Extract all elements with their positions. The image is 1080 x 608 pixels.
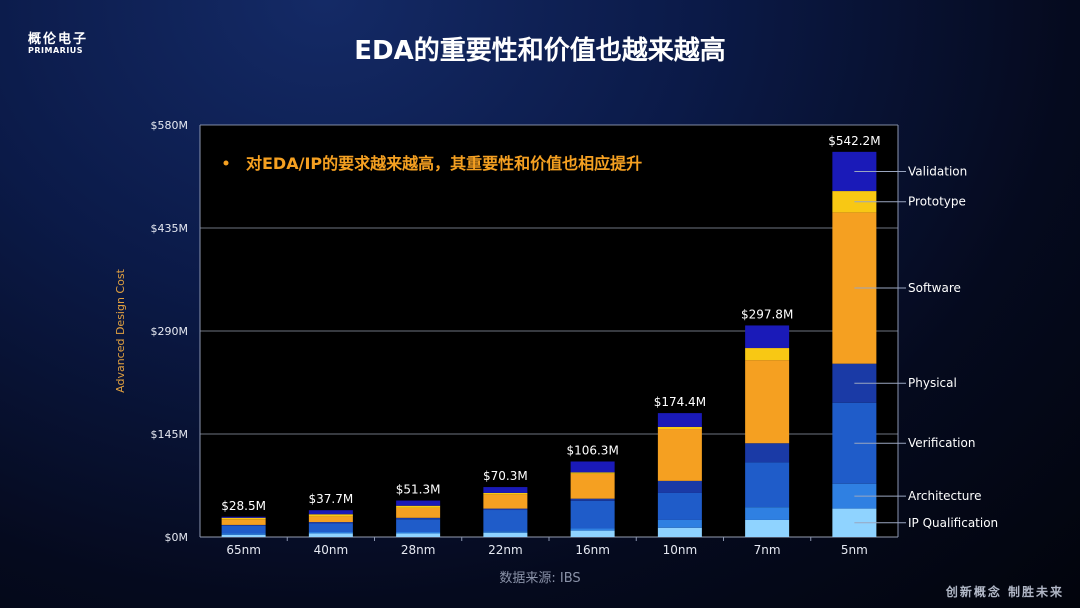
bar-segment-physical — [483, 508, 528, 511]
total-label: $297.8M — [741, 307, 793, 321]
bar-segment-validation — [570, 461, 615, 473]
x-tick-label: 40nm — [314, 543, 349, 557]
bar-segment-verification — [221, 525, 266, 534]
bar-segment-verification — [483, 510, 528, 532]
bar-segment-validation — [657, 413, 702, 427]
legend-label: Prototype — [908, 195, 966, 209]
bar-segment-verification — [308, 523, 353, 533]
y-tick-label: $290M — [151, 325, 189, 338]
bar-segment-architecture — [308, 532, 353, 534]
x-tick-label: 22nm — [488, 543, 523, 557]
bar-segment-software — [308, 516, 353, 523]
bar-segment-ip-qualification — [308, 533, 353, 537]
x-tick-label: 65nm — [226, 543, 261, 557]
bar-segment-physical — [221, 524, 266, 526]
y-tick-label: $580M — [151, 119, 189, 132]
bar-segment-software — [745, 360, 790, 444]
x-tick-label: 5nm — [841, 543, 868, 557]
total-label: $542.2M — [828, 134, 880, 148]
y-tick-label: $435M — [151, 222, 189, 235]
bar-segment-architecture — [570, 528, 615, 531]
bullet-icon — [223, 160, 229, 166]
bar-segment-architecture — [657, 519, 702, 528]
bar-segment-validation — [396, 500, 441, 506]
bar-segment-software — [483, 494, 528, 509]
bar-segment-ip-qualification — [657, 527, 702, 537]
bar-segment-physical — [570, 498, 615, 501]
y-tick-label: $145M — [151, 428, 189, 441]
bar-segment-verification — [570, 500, 615, 529]
bar-segment-physical — [657, 480, 702, 493]
bar-segment-architecture — [221, 533, 266, 535]
bar-segment-software — [221, 519, 266, 525]
bar-segment-validation — [221, 516, 266, 518]
bar-segment-ip-qualification — [570, 530, 615, 537]
x-tick-label: 28nm — [401, 543, 436, 557]
bar-segment-software — [657, 429, 702, 481]
bar-segment-prototype — [570, 472, 615, 474]
bar-segment-prototype — [745, 348, 790, 361]
bar-segment-validation — [308, 510, 353, 515]
x-tick-label: 7nm — [754, 543, 781, 557]
legend-label: Physical — [908, 376, 957, 390]
bar-segment-verification — [745, 462, 790, 508]
bar-segment-physical — [396, 517, 441, 520]
logo-cn: 概伦电子 — [28, 32, 89, 47]
bar-segment-prototype — [221, 517, 266, 520]
total-label: $28.5M — [221, 499, 266, 513]
bar-segment-prototype — [396, 505, 441, 508]
bar-segment-ip-qualification — [396, 533, 441, 537]
legend-label: Software — [908, 281, 961, 295]
bar-segment-architecture — [483, 531, 528, 533]
x-tick-label: 16nm — [575, 543, 610, 557]
bar-segment-physical — [308, 522, 353, 524]
total-label: $37.7M — [309, 492, 354, 506]
bar-segment-prototype — [657, 426, 702, 430]
bar-segment-architecture — [745, 507, 790, 520]
y-axis-label: Advanced Design Cost — [114, 268, 127, 392]
total-label: $70.3M — [483, 469, 528, 483]
bar-segment-prototype — [483, 492, 528, 495]
total-label: $51.3M — [396, 483, 441, 497]
bar-segment-ip-qualification — [745, 519, 790, 537]
bar-segment-validation — [483, 487, 528, 493]
bar-segment-validation — [745, 325, 790, 349]
data-source: 数据来源: IBS — [499, 571, 581, 586]
bar-segment-software — [396, 507, 441, 518]
slogan: 创新概念 制胜未来 — [945, 585, 1064, 599]
x-tick-label: 10nm — [663, 543, 698, 557]
bar-segment-prototype — [308, 514, 353, 517]
bar-segment-architecture — [396, 532, 441, 534]
bar-segment-physical — [745, 443, 790, 463]
legend-label: Validation — [908, 164, 967, 178]
total-label: $106.3M — [566, 443, 618, 457]
bar-segment-verification — [657, 492, 702, 520]
legend-label: Architecture — [908, 489, 981, 503]
slide-title: EDA的重要性和价值也越来越高 — [354, 36, 726, 66]
bar-segment-verification — [396, 519, 441, 533]
company-logo: 概伦电子 PRIMARIUS — [28, 28, 88, 55]
chart-annotation: 对EDA/IP的要求越来越高，其重要性和价值也相应提升 — [246, 154, 642, 173]
legend-label: IP Qualification — [908, 516, 998, 530]
bar-segment-ip-qualification — [483, 532, 528, 537]
bar-segment-software — [570, 473, 615, 499]
bar-segment-ip-qualification — [221, 534, 266, 537]
legend-label: Verification — [908, 436, 975, 450]
total-label: $174.4M — [654, 395, 706, 409]
y-tick-label: $0M — [165, 531, 189, 544]
logo-en: PRIMARIUS — [28, 46, 84, 55]
